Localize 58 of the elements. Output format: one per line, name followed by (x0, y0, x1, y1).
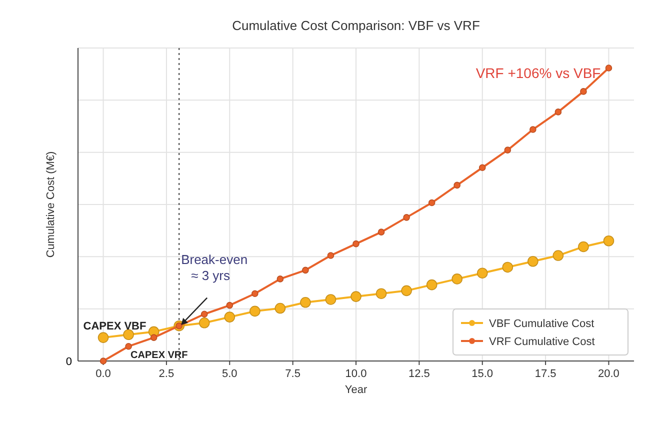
x-tick-label: 20.0 (598, 368, 620, 380)
annotation: CAPEX VBF (83, 320, 147, 333)
point (378, 228, 385, 236)
point (428, 199, 436, 206)
point (554, 108, 562, 116)
x-tick-label: 17.5 (534, 368, 556, 380)
point (302, 266, 309, 274)
point (476, 268, 488, 278)
point (504, 146, 512, 154)
point (250, 306, 260, 317)
legend-label: VRF Cumulative Cost (489, 336, 595, 348)
point (274, 302, 286, 314)
point (226, 302, 234, 309)
point (352, 240, 360, 248)
point (125, 342, 132, 350)
point (300, 297, 311, 308)
point (276, 276, 284, 282)
point (603, 235, 614, 246)
x-tick-label: 12.5 (408, 368, 430, 380)
point (350, 291, 362, 302)
point (325, 294, 336, 305)
point (401, 285, 412, 296)
point (200, 310, 208, 318)
y-axis-title: Cumulative Cost (M€) (45, 151, 57, 258)
chart-title: Cumulative Cost Comparison: VBF vs VRF (232, 18, 480, 33)
point (376, 288, 387, 300)
text: 0 (66, 356, 72, 368)
point (454, 182, 460, 189)
point (605, 64, 612, 72)
point (403, 214, 410, 221)
point (198, 318, 210, 328)
x-tick-label: 0.0 (96, 368, 111, 380)
legend-label: VBF Cumulative Cost (489, 318, 594, 330)
annotation: VRF +106% vs VBF (476, 65, 601, 81)
x-tick-label: 15.0 (472, 368, 494, 380)
point (123, 329, 134, 340)
point (252, 290, 258, 298)
x-tick-label: 10.0 (345, 368, 367, 380)
annotation: Break-even ≈ 3 yrs (181, 252, 248, 283)
point (528, 256, 538, 267)
point (552, 250, 564, 261)
annotation: CAPEX VRF (130, 350, 188, 361)
x-tick-label: 2.5 (158, 368, 174, 380)
point (100, 358, 107, 364)
x-tick-label: 5.0 (222, 368, 238, 380)
point (150, 334, 158, 341)
point (580, 88, 587, 95)
point (502, 262, 514, 273)
point (327, 252, 334, 259)
point (224, 312, 236, 322)
point (478, 164, 486, 172)
point (578, 241, 589, 252)
point (452, 274, 462, 284)
point (530, 126, 536, 133)
point (426, 279, 438, 290)
x-tick-label: 7.5 (285, 368, 300, 380)
x-axis-title: Year (344, 384, 368, 396)
point (98, 332, 109, 343)
